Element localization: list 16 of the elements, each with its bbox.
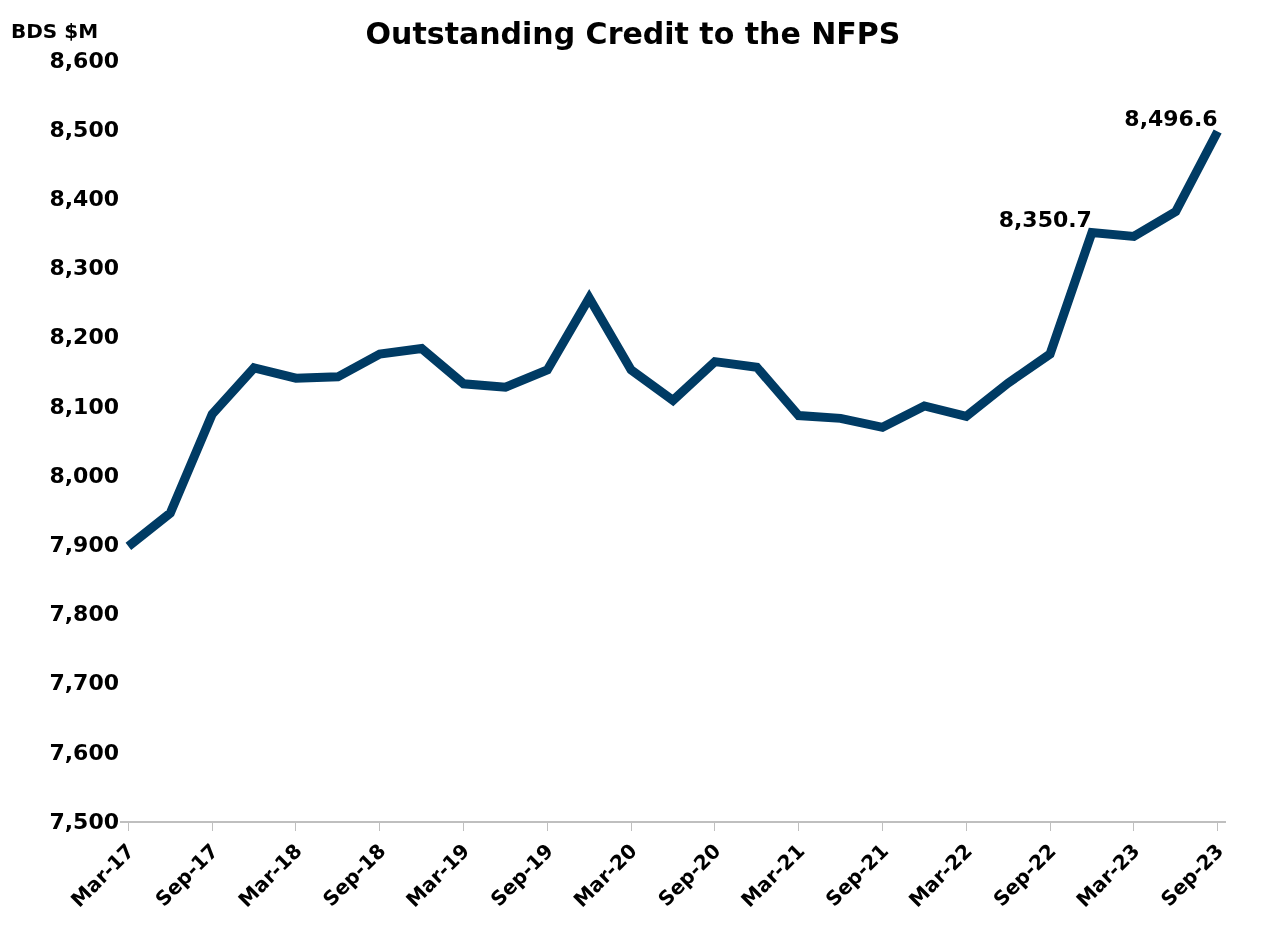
y-tick-label: 8,000 bbox=[49, 462, 119, 488]
y-tick-label: 8,400 bbox=[49, 186, 119, 212]
data-label: 8,496.6 bbox=[1124, 106, 1218, 132]
y-tick-label: 7,900 bbox=[49, 531, 119, 557]
y-axis-title: BDS $M bbox=[11, 19, 99, 43]
y-tick-label: 7,800 bbox=[49, 601, 119, 627]
y-tick-label: 8,200 bbox=[49, 324, 119, 350]
y-tick-label: 8,600 bbox=[49, 47, 119, 73]
y-tick-label: 8,100 bbox=[49, 393, 119, 419]
y-tick-label: 7,700 bbox=[49, 670, 119, 696]
data-label: 8,350.7 bbox=[998, 206, 1092, 232]
y-tick-label: 8,300 bbox=[49, 255, 119, 281]
chart-title: Outstanding Credit to the NFPS bbox=[365, 16, 901, 52]
y-tick-label: 8,500 bbox=[49, 116, 119, 142]
y-tick-label: 7,600 bbox=[49, 739, 119, 765]
y-tick-label: 7,500 bbox=[49, 808, 119, 834]
